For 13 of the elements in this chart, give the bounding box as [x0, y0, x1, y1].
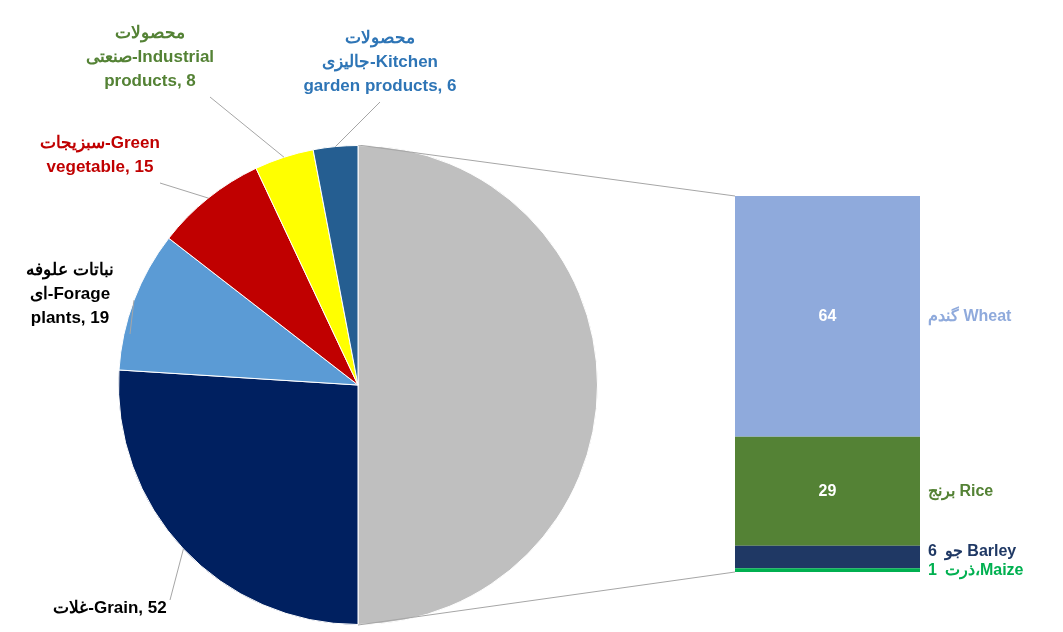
data-label: 1 [928, 560, 937, 578]
slice-label: غلات-Grain, 52 [53, 598, 167, 618]
bar [735, 196, 920, 437]
bar [735, 436, 920, 546]
data-label: 6 [928, 541, 937, 559]
bar [735, 568, 920, 572]
series-label: گندم Wheat [928, 305, 1013, 326]
series-label: برنج Rice [928, 481, 994, 501]
data-label: 29 [818, 481, 837, 499]
bar [735, 545, 920, 569]
series-label: ذرت،Maize [944, 560, 1024, 580]
data-label: 64 [818, 306, 837, 324]
series-label: جو Barley [943, 541, 1017, 561]
